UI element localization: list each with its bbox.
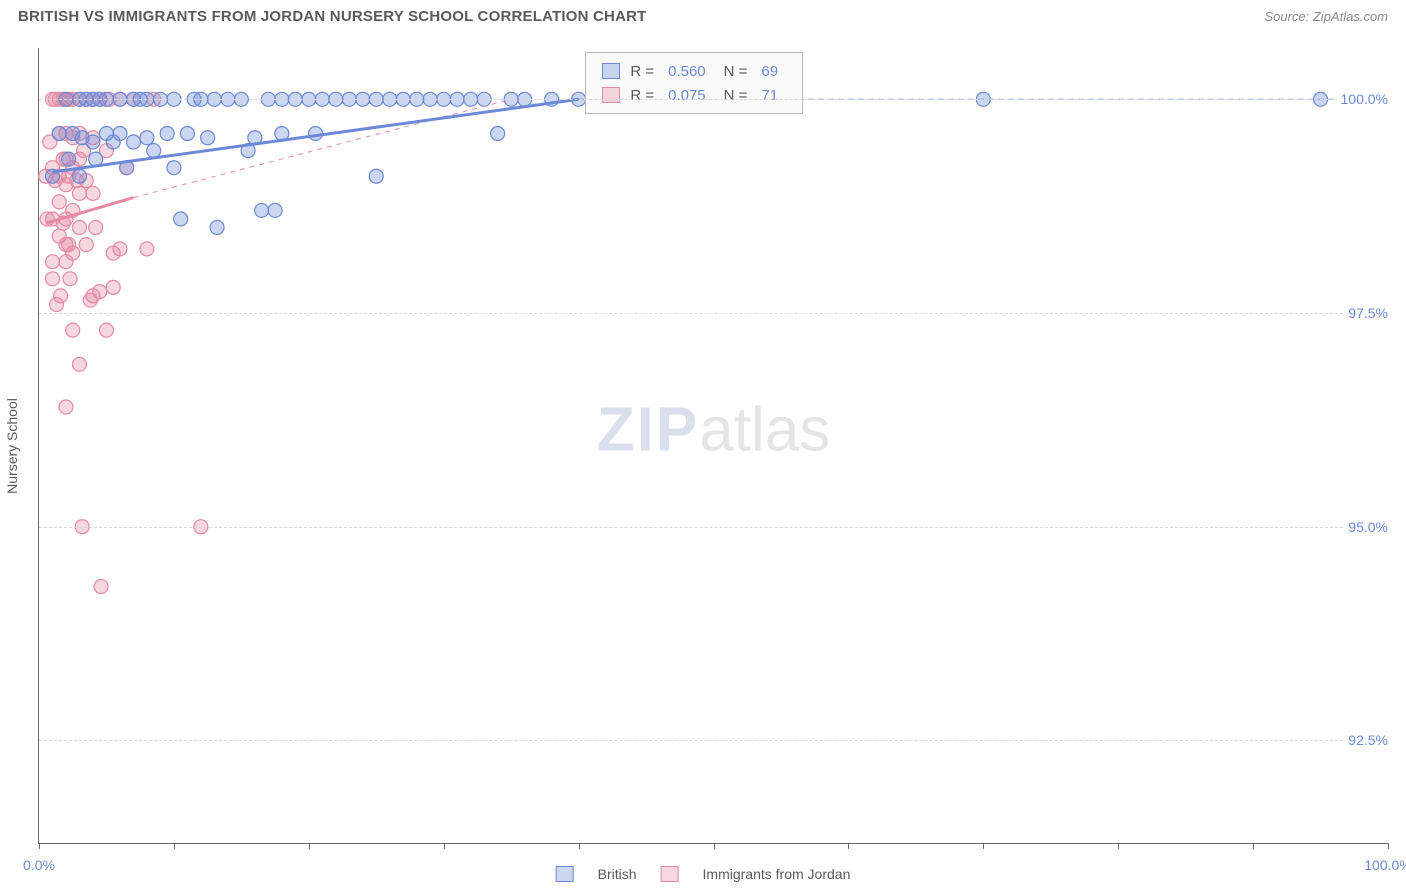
x-tick-label: 0.0% — [23, 857, 55, 873]
stats-legend-box: R = 0.560 N = 69 R = 0.075 N = 71 — [585, 52, 803, 114]
y-gridline — [39, 313, 1388, 314]
swatch-british — [602, 63, 620, 79]
x-tick — [714, 843, 715, 849]
y-tick-label: 92.5% — [1344, 732, 1392, 748]
n-label: N = — [724, 63, 748, 80]
x-tick — [1118, 843, 1119, 849]
x-tick-label: 100.0% — [1364, 857, 1406, 873]
legend-bottom: British Immigrants from Jordan — [556, 866, 851, 882]
legend-swatch-jordan — [661, 866, 679, 882]
chart-title: BRITISH VS IMMIGRANTS FROM JORDAN NURSER… — [18, 8, 647, 25]
y-gridline — [39, 99, 1388, 100]
r-label: R = — [630, 63, 654, 80]
n-value-british: 69 — [761, 63, 778, 80]
r-value-british: 0.560 — [668, 63, 706, 80]
x-tick — [309, 843, 310, 849]
y-gridline — [39, 740, 1388, 741]
n-value-jordan: 71 — [761, 87, 778, 104]
x-tick — [444, 843, 445, 849]
x-tick — [848, 843, 849, 849]
y-tick-label: 97.5% — [1344, 305, 1392, 321]
stats-row-british: R = 0.560 N = 69 — [602, 59, 786, 83]
y-tick-label: 95.0% — [1344, 519, 1392, 535]
x-tick — [39, 843, 40, 849]
y-gridline — [39, 527, 1388, 528]
n-label: N = — [724, 87, 748, 104]
scatter-svg — [39, 48, 1388, 843]
x-tick — [1388, 843, 1389, 849]
swatch-jordan — [602, 87, 620, 103]
r-label: R = — [630, 87, 654, 104]
y-tick-label: 100.0% — [1337, 91, 1392, 107]
x-tick — [579, 843, 580, 849]
r-value-jordan: 0.075 — [668, 87, 706, 104]
legend-label-british: British — [598, 866, 637, 882]
stats-row-jordan: R = 0.075 N = 71 — [602, 83, 786, 107]
legend-label-jordan: Immigrants from Jordan — [703, 866, 851, 882]
x-tick — [174, 843, 175, 849]
y-axis-label: Nursery School — [4, 398, 20, 494]
source-text: Source: ZipAtlas.com — [1264, 9, 1388, 24]
legend-swatch-british — [556, 866, 574, 882]
x-tick — [983, 843, 984, 849]
x-tick — [1253, 843, 1254, 849]
chart-plot-area: ZIPatlas R = 0.560 N = 69 R = 0.075 N = … — [38, 48, 1388, 844]
